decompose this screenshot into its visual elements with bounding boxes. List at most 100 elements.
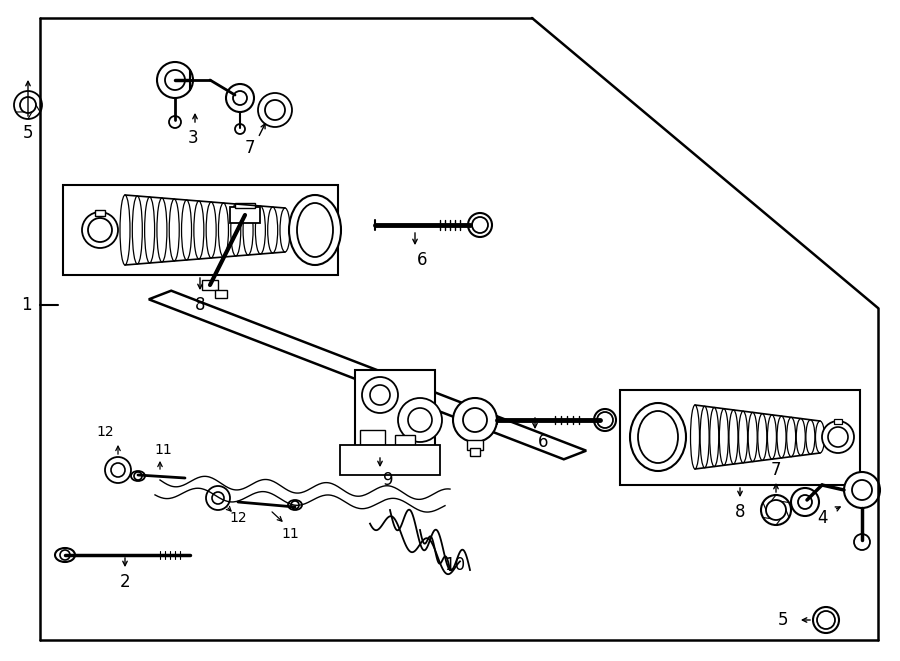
Ellipse shape	[55, 548, 75, 562]
Text: 12: 12	[96, 425, 114, 439]
Circle shape	[852, 480, 872, 500]
Ellipse shape	[710, 407, 719, 467]
Bar	[620, 390, 860, 485]
Circle shape	[134, 472, 142, 480]
Text: 5: 5	[778, 611, 788, 629]
Ellipse shape	[594, 409, 616, 431]
Text: 10: 10	[445, 556, 465, 574]
Bar	[63, 185, 338, 275]
Ellipse shape	[169, 199, 179, 261]
Circle shape	[265, 100, 285, 120]
Bar	[834, 419, 842, 424]
Circle shape	[854, 534, 870, 550]
Text: 1: 1	[22, 296, 32, 314]
Ellipse shape	[256, 206, 266, 254]
Ellipse shape	[468, 213, 492, 237]
Ellipse shape	[761, 495, 791, 525]
Text: 12: 12	[230, 511, 247, 525]
Circle shape	[226, 84, 254, 112]
Circle shape	[463, 408, 487, 432]
Circle shape	[822, 421, 854, 453]
Ellipse shape	[132, 196, 142, 264]
Circle shape	[408, 408, 432, 432]
Bar	[360, 430, 385, 445]
Circle shape	[291, 501, 299, 509]
Ellipse shape	[297, 203, 333, 257]
Circle shape	[20, 97, 36, 113]
Ellipse shape	[131, 471, 145, 481]
Circle shape	[453, 398, 497, 442]
Circle shape	[798, 495, 812, 509]
Text: 6: 6	[538, 433, 548, 451]
Ellipse shape	[739, 411, 748, 463]
Circle shape	[165, 70, 185, 90]
Ellipse shape	[787, 417, 796, 457]
Ellipse shape	[748, 412, 757, 461]
Text: 3: 3	[188, 129, 198, 147]
Ellipse shape	[813, 607, 839, 633]
Circle shape	[60, 550, 70, 560]
Text: 7: 7	[770, 461, 781, 479]
Circle shape	[791, 488, 819, 516]
Circle shape	[844, 472, 880, 508]
Text: 2: 2	[120, 573, 130, 591]
Bar	[467, 440, 483, 450]
Ellipse shape	[719, 408, 728, 465]
Circle shape	[235, 124, 245, 134]
Circle shape	[398, 398, 442, 442]
Ellipse shape	[230, 204, 241, 256]
Circle shape	[472, 217, 488, 233]
Ellipse shape	[194, 201, 203, 259]
Text: 6: 6	[417, 251, 428, 269]
Ellipse shape	[120, 195, 130, 265]
Circle shape	[206, 486, 230, 510]
Text: 5: 5	[22, 124, 33, 142]
Text: 11: 11	[281, 527, 299, 541]
Ellipse shape	[182, 200, 192, 260]
Ellipse shape	[638, 411, 678, 463]
Ellipse shape	[206, 202, 216, 258]
Bar	[230, 207, 260, 223]
Circle shape	[169, 116, 181, 128]
Circle shape	[828, 427, 848, 447]
Circle shape	[370, 385, 390, 405]
Circle shape	[14, 91, 42, 119]
Text: 9: 9	[382, 471, 393, 489]
Ellipse shape	[796, 418, 806, 455]
Ellipse shape	[289, 195, 341, 265]
Polygon shape	[148, 291, 586, 459]
Circle shape	[105, 457, 131, 483]
Ellipse shape	[768, 415, 777, 459]
Ellipse shape	[700, 407, 709, 468]
Circle shape	[766, 500, 786, 520]
Circle shape	[157, 62, 193, 98]
Ellipse shape	[243, 205, 253, 255]
Circle shape	[82, 212, 118, 248]
Ellipse shape	[690, 405, 699, 469]
Ellipse shape	[758, 414, 767, 460]
Ellipse shape	[219, 203, 229, 257]
Bar	[395, 435, 415, 447]
Circle shape	[88, 218, 112, 242]
Bar	[235, 203, 255, 208]
Ellipse shape	[815, 421, 824, 453]
Circle shape	[233, 91, 247, 105]
Ellipse shape	[806, 420, 814, 454]
Bar	[355, 370, 435, 455]
Text: 4: 4	[817, 509, 827, 527]
Text: 11: 11	[154, 443, 172, 457]
Circle shape	[258, 93, 292, 127]
Circle shape	[212, 492, 224, 504]
Ellipse shape	[630, 403, 686, 471]
Bar	[215, 290, 227, 298]
Circle shape	[362, 377, 398, 413]
Ellipse shape	[729, 410, 738, 464]
Ellipse shape	[280, 208, 290, 252]
Text: 7: 7	[245, 139, 256, 157]
Ellipse shape	[267, 207, 278, 253]
Bar	[95, 210, 105, 216]
Circle shape	[111, 463, 125, 477]
Bar	[202, 280, 218, 290]
Ellipse shape	[288, 500, 302, 510]
Ellipse shape	[157, 198, 166, 262]
